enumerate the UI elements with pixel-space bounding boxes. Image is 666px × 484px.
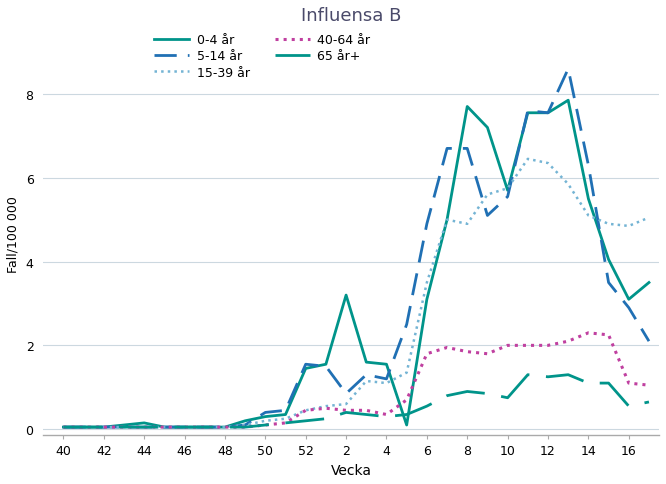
Y-axis label: Fall/100 000: Fall/100 000 [7, 196, 20, 272]
Title: Influensa B: Influensa B [301, 7, 402, 25]
X-axis label: Vecka: Vecka [330, 463, 372, 477]
Legend: 0-4 år, 5-14 år, 15-39 år, 40-64 år, 65 år+: 0-4 år, 5-14 år, 15-39 år, 40-64 år, 65 … [154, 34, 370, 79]
